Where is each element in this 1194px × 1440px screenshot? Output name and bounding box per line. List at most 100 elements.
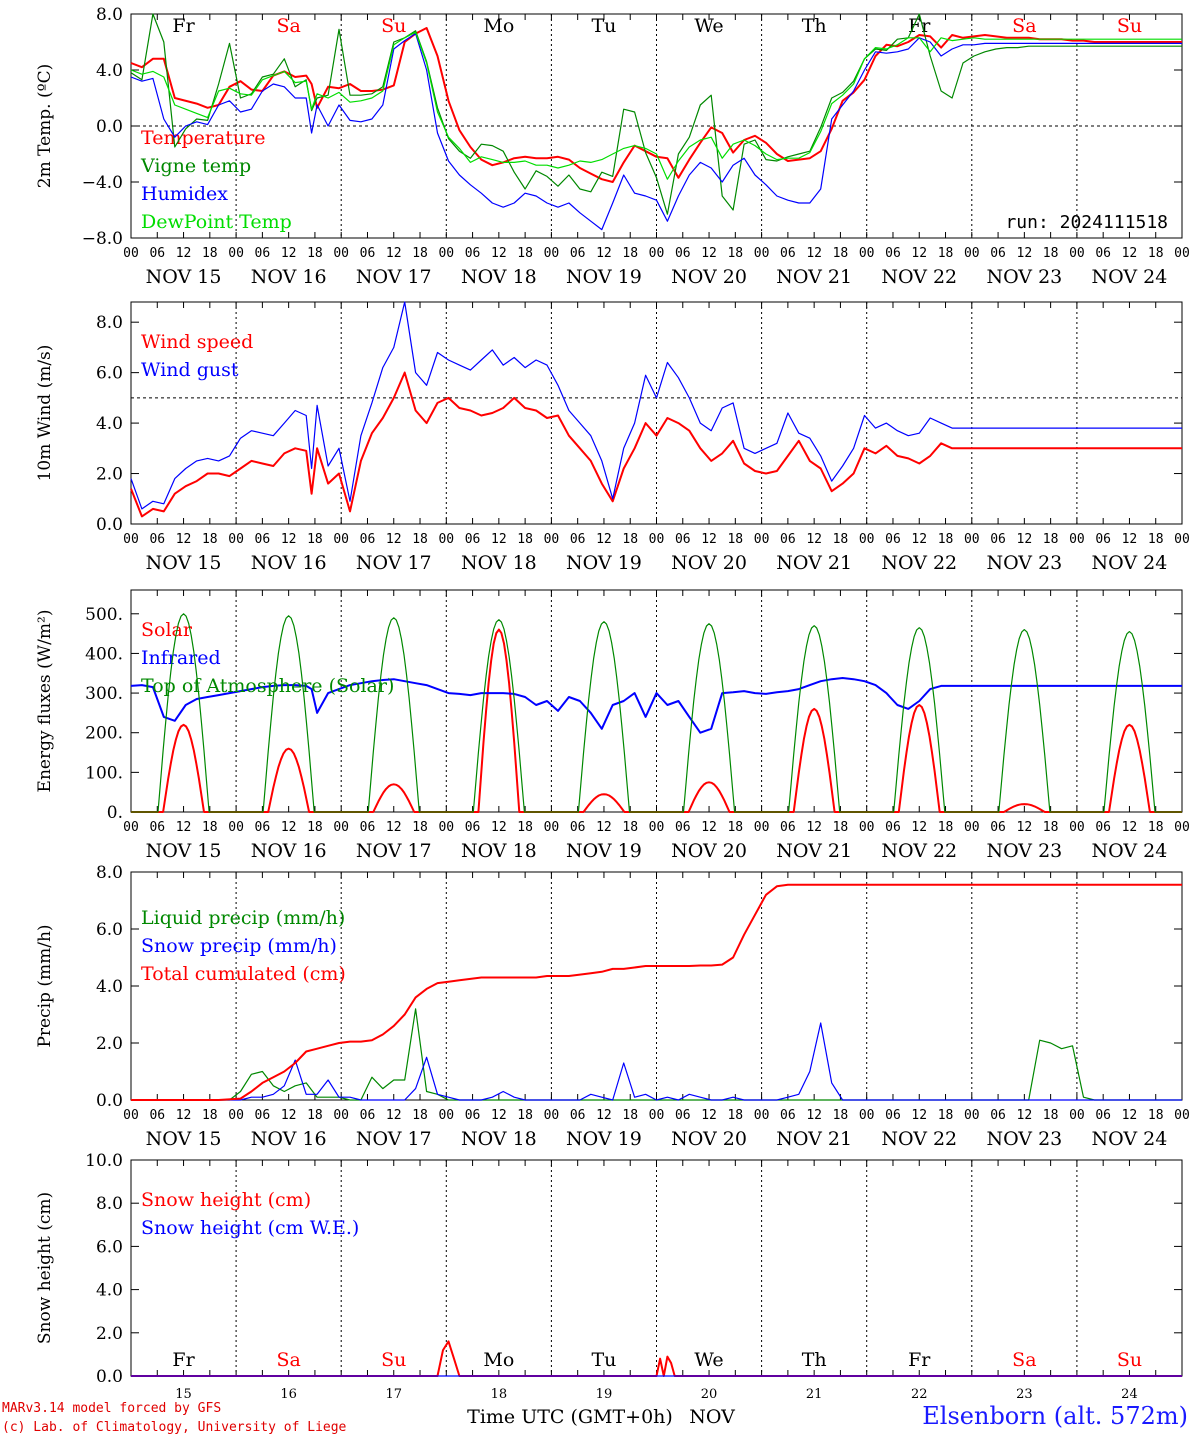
hour-tick-label: 18 [202, 246, 218, 261]
date-label: NOV 24 [1092, 552, 1168, 574]
hour-tick-label: 12 [596, 532, 612, 547]
day-number-label: 21 [806, 1387, 823, 1402]
hour-tick-label: 00 [859, 820, 875, 835]
y-tick-label: 6.0 [96, 920, 123, 940]
model-credit: MARv3.14 model forced by GFS [2, 1401, 222, 1416]
weekday-label: Tu [591, 1349, 616, 1371]
hour-tick-label: 06 [675, 1108, 691, 1123]
hour-tick-label: 06 [255, 820, 271, 835]
hour-tick-label: 00 [649, 820, 665, 835]
hour-tick-label: 12 [491, 532, 507, 547]
hour-tick-label: 06 [255, 532, 271, 547]
y-tick-label: 500. [85, 605, 123, 625]
hour-tick-label: 06 [1095, 820, 1111, 835]
hour-tick-label: 12 [281, 820, 297, 835]
hour-tick-label: 12 [1017, 1108, 1033, 1123]
series-line-blue [130, 301, 1182, 510]
hour-tick-label: 12 [806, 1108, 822, 1123]
hour-tick-label: 06 [780, 820, 796, 835]
hour-tick-label: 12 [386, 532, 402, 547]
hour-tick-label: 00 [544, 246, 560, 261]
date-label: NOV 17 [356, 840, 432, 862]
weekday-label: Sa [1012, 15, 1036, 37]
hour-tick-label: 06 [675, 246, 691, 261]
hour-tick-label: 00 [649, 532, 665, 547]
hour-tick-label: 12 [1017, 820, 1033, 835]
hour-tick-label: 12 [596, 820, 612, 835]
hour-tick-label: 06 [885, 246, 901, 261]
date-label: NOV 24 [1092, 266, 1168, 288]
hour-tick-label: 12 [701, 246, 717, 261]
hour-tick-label: 18 [938, 1108, 954, 1123]
weekday-label: Mo [483, 1349, 514, 1371]
weekday-label: Sa [1012, 1349, 1036, 1371]
weekday-label: Su [1117, 1349, 1142, 1371]
weekday-label: Tu [591, 15, 616, 37]
hour-tick-label: 12 [806, 820, 822, 835]
hour-tick-label: 00 [859, 532, 875, 547]
hour-tick-label: 06 [1095, 246, 1111, 261]
day-number-label: 22 [911, 1387, 928, 1402]
y-tick-label: 4.0 [96, 61, 123, 81]
hour-tick-label: 06 [149, 532, 165, 547]
hour-tick-label: 18 [307, 532, 323, 547]
day-number-label: 23 [1016, 1387, 1033, 1402]
hour-tick-label: 18 [833, 820, 849, 835]
y-tick-label: 4.0 [96, 977, 123, 997]
hour-tick-label: 12 [491, 1108, 507, 1123]
hour-tick-label: 12 [1017, 246, 1033, 261]
weekday-label: Fr [908, 15, 931, 37]
date-label: NOV 20 [671, 1128, 747, 1150]
weekday-label: Th [802, 15, 827, 37]
y-tick-label: 8.0 [96, 5, 123, 25]
hour-tick-label: 12 [281, 1108, 297, 1123]
weekday-label: Sa [276, 15, 300, 37]
hour-tick-label: 06 [780, 532, 796, 547]
hour-tick-label: 00 [754, 1108, 770, 1123]
date-label: NOV 23 [986, 840, 1062, 862]
hour-tick-label: 06 [360, 1108, 376, 1123]
hour-tick-label: 12 [491, 820, 507, 835]
hour-tick-label: 00 [754, 532, 770, 547]
y-tick-label: 10.0 [85, 1151, 123, 1171]
legend-entry: Top of Atmosphere (Solar) [141, 675, 394, 697]
hour-tick-label: 06 [360, 820, 376, 835]
hour-tick-label: 00 [1069, 1108, 1085, 1123]
y-tick-label: −4.0 [82, 173, 123, 193]
hour-tick-label: 00 [438, 532, 454, 547]
hour-tick-label: 12 [176, 532, 192, 547]
legend-entry: Solar [141, 619, 193, 641]
legend-entry: Snow height (cm) [141, 1189, 311, 1211]
hour-tick-label: 00 [544, 532, 560, 547]
y-tick-label: 200. [85, 724, 123, 744]
y-tick-label: 6.0 [96, 364, 123, 384]
hour-tick-label: 18 [1148, 246, 1164, 261]
hour-tick-label: 12 [701, 532, 717, 547]
hour-tick-label: 00 [859, 246, 875, 261]
hour-tick-label: 06 [465, 1108, 481, 1123]
series-line-green [131, 1008, 1182, 1101]
day-number-label: 18 [491, 1387, 508, 1402]
date-label: NOV 15 [146, 1128, 222, 1150]
hour-tick-label: 00 [228, 1108, 244, 1123]
date-label: NOV 17 [356, 552, 432, 574]
hour-tick-label: 06 [149, 820, 165, 835]
hour-tick-label: 12 [911, 532, 927, 547]
hour-tick-label: 12 [1017, 532, 1033, 547]
hour-tick-label: 18 [622, 1108, 638, 1123]
legend-entry: Vigne temp [140, 155, 251, 177]
hour-tick-label: 00 [438, 1108, 454, 1123]
date-label: NOV 23 [986, 266, 1062, 288]
date-label: NOV 22 [881, 266, 957, 288]
hour-tick-label: 18 [1043, 246, 1059, 261]
hour-tick-label: 12 [911, 246, 927, 261]
hour-tick-label: 00 [754, 820, 770, 835]
date-label: NOV 15 [146, 840, 222, 862]
date-label: NOV 20 [671, 840, 747, 862]
hour-tick-label: 00 [438, 246, 454, 261]
date-label: NOV 15 [146, 552, 222, 574]
hour-tick-label: 12 [806, 246, 822, 261]
y-axis-label: Snow height (cm) [35, 1192, 55, 1344]
hour-tick-label: 06 [675, 820, 691, 835]
legend-entry: Snow height (cm W.E.) [141, 1217, 359, 1239]
